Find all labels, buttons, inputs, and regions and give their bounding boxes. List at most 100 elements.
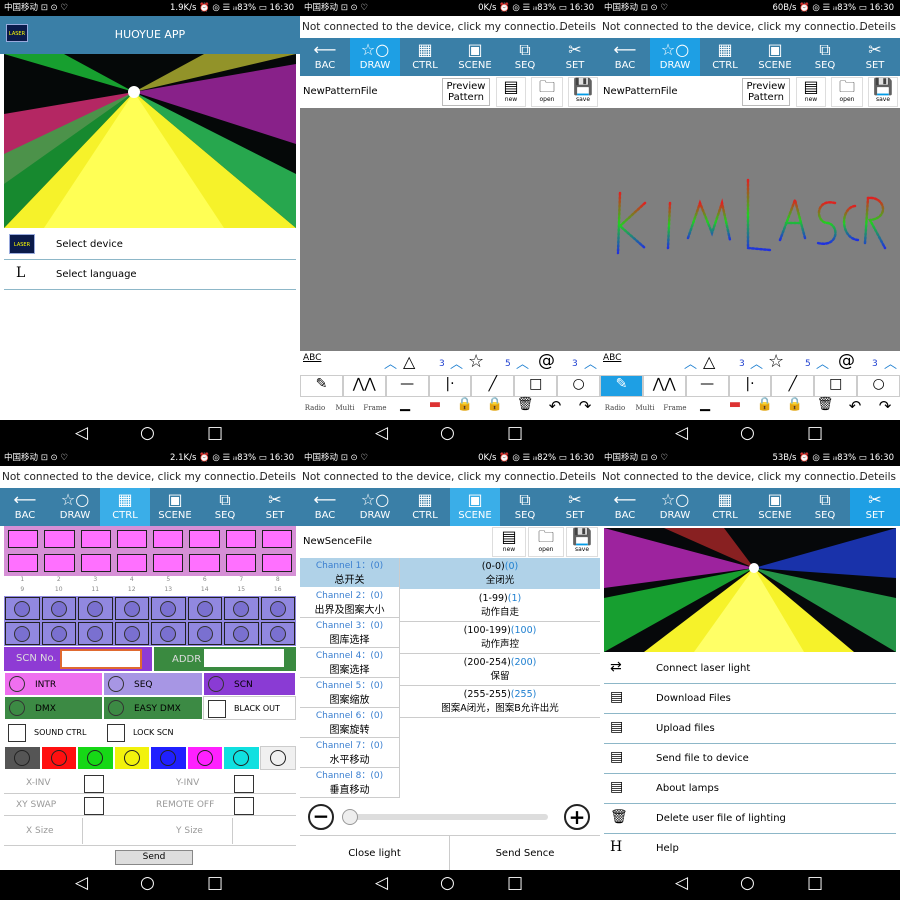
easy-dmx-button[interactable]: EASY DMX bbox=[103, 696, 203, 720]
recent-nav-icon[interactable]: □ bbox=[507, 873, 524, 893]
drawing-canvas[interactable] bbox=[300, 108, 600, 351]
tab-seq[interactable]: ⧉ SEQ bbox=[500, 488, 550, 526]
open-button[interactable]: 🗀 open bbox=[531, 77, 563, 107]
channel-item[interactable]: Channel 8：(0) 垂直移动 bbox=[300, 768, 399, 798]
download-files-item[interactable]: ▤ Download Files bbox=[604, 684, 896, 714]
chevron-up-icon[interactable]: ︿ bbox=[516, 357, 530, 372]
connection-header[interactable]: Not connected to the device, click my co… bbox=[600, 467, 900, 487]
circle-tool[interactable]: ○ bbox=[557, 375, 600, 397]
multi-button[interactable]: Multi bbox=[335, 404, 355, 412]
pattern-cell[interactable] bbox=[189, 554, 220, 572]
radio-button[interactable]: Radio bbox=[304, 404, 326, 412]
tab-scene[interactable]: ▣ SCENE bbox=[750, 488, 800, 526]
connection-header[interactable]: Not connected to the device, click my co… bbox=[600, 17, 900, 37]
color-swatch[interactable] bbox=[77, 746, 114, 770]
home-nav-icon[interactable]: ○ bbox=[440, 423, 455, 443]
pattern-cell[interactable] bbox=[8, 530, 39, 548]
chevron-up-icon[interactable]: ︿ bbox=[450, 357, 464, 372]
recent-nav-icon[interactable]: □ bbox=[507, 423, 524, 443]
color-swatch[interactable] bbox=[113, 746, 150, 770]
x-inv-checkbox[interactable] bbox=[84, 775, 104, 793]
knob[interactable] bbox=[5, 597, 40, 620]
minus-circle-icon[interactable]: − bbox=[308, 804, 334, 830]
knob[interactable] bbox=[260, 597, 295, 620]
pattern-cell[interactable] bbox=[225, 530, 256, 548]
back-nav-icon[interactable]: ◁ bbox=[675, 873, 689, 893]
polyline-tool[interactable]: ⋀⋀ bbox=[342, 375, 386, 397]
details-link[interactable]: Deteils bbox=[559, 471, 596, 483]
channel-item[interactable]: Channel 5：(0) 图案缩放 bbox=[300, 678, 399, 708]
y-size-input[interactable] bbox=[232, 818, 296, 844]
value-slider[interactable] bbox=[342, 809, 548, 825]
trash-icon[interactable]: 🗑 bbox=[516, 397, 534, 412]
tab-scene[interactable]: ▣ SCENE bbox=[450, 488, 500, 526]
diagonal-tool[interactable]: ╱ bbox=[771, 375, 815, 397]
tab-bac[interactable]: ⟵ BAC bbox=[600, 38, 650, 76]
diagonal-tool[interactable]: ╱ bbox=[471, 375, 515, 397]
chevron-up-icon[interactable]: ︿ bbox=[884, 357, 898, 372]
x-size-input[interactable] bbox=[82, 818, 154, 844]
slider-thumb[interactable] bbox=[342, 809, 358, 825]
plus-circle-icon[interactable]: + bbox=[564, 804, 590, 830]
tab-seq[interactable]: ⧉ SEQ bbox=[800, 38, 850, 76]
tab-scene[interactable]: ▣ SCENE bbox=[150, 488, 200, 526]
channel-item[interactable]: Channel 4：(0) 图案选择 bbox=[300, 648, 399, 678]
tab-set[interactable]: ✂ SET bbox=[850, 488, 900, 526]
knob[interactable] bbox=[151, 622, 186, 645]
tab-draw[interactable]: ☆○ DRAW bbox=[350, 38, 400, 76]
brightness-icon[interactable]: ▁ bbox=[400, 397, 410, 412]
lock-point-icon[interactable]: 🔒 bbox=[456, 397, 474, 412]
tab-ctrl[interactable]: ▦ CTRL bbox=[400, 38, 450, 76]
tab-seq[interactable]: ⧉ SEQ bbox=[800, 488, 850, 526]
drawing-canvas[interactable] bbox=[600, 108, 900, 351]
chevron-up-icon[interactable]: ︿ bbox=[684, 357, 698, 372]
connection-header[interactable]: Not connected to the device, click my co… bbox=[300, 467, 600, 487]
color-swatch[interactable] bbox=[40, 746, 77, 770]
pattern-cell[interactable] bbox=[153, 554, 184, 572]
chevron-up-icon[interactable]: ︿ bbox=[584, 357, 598, 372]
pattern-cell[interactable] bbox=[116, 554, 147, 572]
back-nav-icon[interactable]: ◁ bbox=[375, 423, 389, 443]
pattern-cell[interactable] bbox=[189, 530, 220, 548]
tab-set[interactable]: ✂ SET bbox=[850, 38, 900, 76]
save-button[interactable]: 💾 save bbox=[868, 77, 898, 107]
tab-bac[interactable]: ⟵ BAC bbox=[0, 488, 50, 526]
recent-nav-icon[interactable]: □ bbox=[207, 423, 224, 443]
back-nav-icon[interactable]: ◁ bbox=[75, 873, 89, 893]
frame-button[interactable]: Frame bbox=[363, 404, 387, 412]
knob[interactable] bbox=[114, 622, 149, 645]
open-button[interactable]: 🗀 open bbox=[831, 77, 863, 107]
tab-bac[interactable]: ⟵ BAC bbox=[600, 488, 650, 526]
circle-tool[interactable]: ○ bbox=[857, 375, 900, 397]
lock-scn-toggle[interactable]: LOCK SCN bbox=[103, 721, 203, 745]
select-device-item[interactable]: LASER Select device bbox=[4, 230, 296, 260]
point-tool[interactable]: |· bbox=[428, 375, 472, 397]
new-button[interactable]: ▤ new bbox=[496, 77, 526, 107]
save-button[interactable]: 💾 save bbox=[566, 527, 598, 557]
knob[interactable] bbox=[78, 622, 113, 645]
new-button[interactable]: ▤ new bbox=[796, 77, 826, 107]
value-item[interactable]: (1-99)(1) 动作自走 bbox=[400, 590, 600, 622]
home-nav-icon[interactable]: ○ bbox=[140, 873, 155, 893]
rect-tool[interactable]: □ bbox=[514, 375, 558, 397]
brightness-icon[interactable]: ▁ bbox=[700, 397, 710, 412]
chevron-up-icon[interactable]: ︿ bbox=[384, 357, 398, 372]
undo-icon[interactable]: ↶ bbox=[848, 397, 862, 415]
channel-item[interactable]: Channel 1：(0) 总开关 bbox=[300, 558, 399, 588]
tab-bac[interactable]: ⟵ BAC bbox=[300, 38, 350, 76]
pattern-cell[interactable] bbox=[44, 530, 75, 548]
save-button[interactable]: 💾 save bbox=[568, 77, 598, 107]
pattern-cell[interactable] bbox=[80, 530, 111, 548]
chevron-up-icon[interactable]: ︿ bbox=[750, 357, 764, 372]
scn-no-input[interactable] bbox=[60, 649, 142, 669]
star-tool[interactable]: ☆ bbox=[468, 351, 485, 372]
delete-user-file-item[interactable]: 🗑 Delete user file of lighting bbox=[604, 804, 896, 834]
tab-ctrl[interactable]: ▦ CTRL bbox=[700, 488, 750, 526]
lock-icon[interactable]: 🔒 bbox=[786, 397, 804, 412]
tab-set[interactable]: ✂ SET bbox=[550, 488, 600, 526]
knob[interactable] bbox=[224, 597, 259, 620]
polyline-tool[interactable]: ⋀⋀ bbox=[642, 375, 686, 397]
channel-item[interactable]: Channel 3：(0) 图库选择 bbox=[300, 618, 399, 648]
recent-nav-icon[interactable]: □ bbox=[807, 873, 824, 893]
tab-draw[interactable]: ☆○ DRAW bbox=[650, 488, 700, 526]
